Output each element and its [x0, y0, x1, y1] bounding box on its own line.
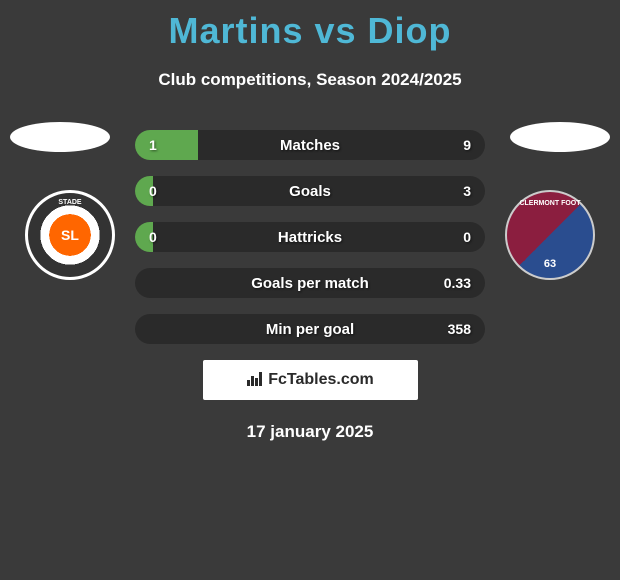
stat-label: Hattricks — [278, 229, 342, 246]
stat-left-value: 0 — [149, 183, 157, 199]
stat-label: Matches — [280, 137, 340, 154]
stat-label: Min per goal — [266, 321, 354, 338]
club-logo-left: STADE SL — [25, 190, 115, 280]
comparison-title: Martins vs Diop — [0, 0, 620, 52]
stat-right-value: 358 — [448, 321, 471, 337]
stat-right-value: 0 — [463, 229, 471, 245]
chart-icon — [246, 369, 264, 392]
main-comparison-area: STADE SL CLERMONT FOOT 63 1 Matches 9 0 … — [0, 130, 620, 442]
stats-container: 1 Matches 9 0 Goals 3 0 Hattricks 0 Goal… — [135, 130, 485, 344]
brand-text: FcTables.com — [268, 371, 374, 389]
stat-left-value: 1 — [149, 137, 157, 153]
stat-row-min-per-goal: Min per goal 358 — [135, 314, 485, 344]
club-logo-right: CLERMONT FOOT 63 — [505, 190, 595, 280]
club-left-initials: SL — [61, 227, 79, 243]
club-right-number: 63 — [544, 258, 556, 270]
stat-label: Goals per match — [251, 275, 369, 292]
date-text: 17 january 2025 — [0, 422, 620, 442]
club-left-name-top: STADE — [28, 199, 112, 206]
stat-left-value: 0 — [149, 229, 157, 245]
player-marker-left — [10, 122, 110, 152]
stat-row-matches: 1 Matches 9 — [135, 130, 485, 160]
club-right-name-top: CLERMONT FOOT — [507, 200, 593, 207]
player-marker-right — [510, 122, 610, 152]
stat-right-value: 9 — [463, 137, 471, 153]
stat-row-goals: 0 Goals 3 — [135, 176, 485, 206]
season-subtitle: Club competitions, Season 2024/2025 — [0, 70, 620, 90]
stat-row-goals-per-match: Goals per match 0.33 — [135, 268, 485, 298]
stat-row-hattricks: 0 Hattricks 0 — [135, 222, 485, 252]
brand-box[interactable]: FcTables.com — [203, 360, 418, 400]
stat-right-value: 3 — [463, 183, 471, 199]
stat-label: Goals — [289, 183, 331, 200]
stat-right-value: 0.33 — [444, 275, 471, 291]
stat-fill — [135, 130, 198, 160]
